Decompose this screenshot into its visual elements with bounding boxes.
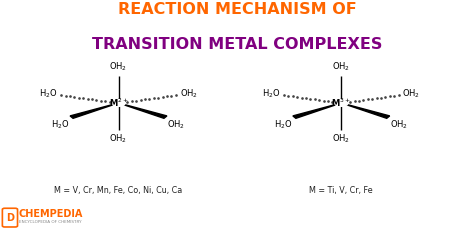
- Polygon shape: [341, 103, 390, 118]
- Text: CHEMPEDIA: CHEMPEDIA: [19, 209, 83, 219]
- Text: ENCYCLOPEDIA OF CHEMISTRY: ENCYCLOPEDIA OF CHEMISTRY: [19, 220, 82, 224]
- Text: M = Ti, V, Cr, Fe: M = Ti, V, Cr, Fe: [310, 186, 373, 195]
- Text: OH$_2$: OH$_2$: [167, 119, 185, 132]
- Text: M$^{3+}$: M$^{3+}$: [331, 97, 351, 109]
- Text: OH$_2$: OH$_2$: [180, 87, 198, 100]
- Text: H$_2$O: H$_2$O: [51, 119, 70, 132]
- Polygon shape: [70, 103, 118, 118]
- Text: REACTION MECHANISM OF: REACTION MECHANISM OF: [118, 2, 356, 17]
- Text: OH$_2$: OH$_2$: [402, 87, 420, 100]
- Text: OH$_2$: OH$_2$: [109, 133, 128, 145]
- Text: OH$_2$: OH$_2$: [332, 133, 350, 145]
- Circle shape: [112, 100, 125, 106]
- Text: D: D: [6, 213, 14, 223]
- FancyBboxPatch shape: [2, 208, 18, 227]
- Text: H$_2$O: H$_2$O: [262, 87, 280, 100]
- Text: OH$_2$: OH$_2$: [109, 61, 128, 73]
- Text: H$_2$O: H$_2$O: [274, 119, 292, 132]
- Text: H$_2$O: H$_2$O: [39, 87, 57, 100]
- Text: TRANSITION METAL COMPLEXES: TRANSITION METAL COMPLEXES: [92, 37, 382, 52]
- Text: M$^{2+}$: M$^{2+}$: [109, 97, 128, 109]
- Text: OH$_2$: OH$_2$: [390, 119, 408, 132]
- Text: OH$_2$: OH$_2$: [332, 61, 350, 73]
- Text: M = V, Cr, Mn, Fe, Co, Ni, Cu, Ca: M = V, Cr, Mn, Fe, Co, Ni, Cu, Ca: [55, 186, 182, 195]
- Polygon shape: [293, 103, 341, 118]
- Circle shape: [335, 100, 348, 106]
- Polygon shape: [118, 103, 167, 118]
